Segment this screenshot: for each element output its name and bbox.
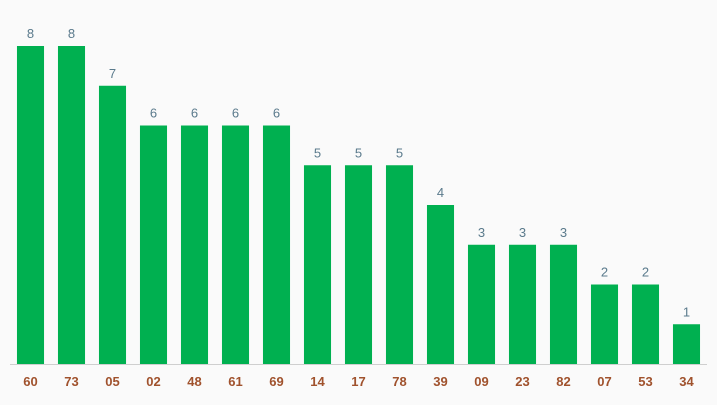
bar-82 bbox=[549, 244, 578, 364]
bar-53 bbox=[631, 284, 660, 364]
x-tick-label-07: 07 bbox=[597, 374, 611, 389]
bar-07 bbox=[590, 284, 619, 364]
x-tick-label-61: 61 bbox=[228, 374, 242, 389]
bar-02 bbox=[139, 125, 168, 364]
value-label-05: 7 bbox=[109, 66, 116, 81]
x-tick-label-53: 53 bbox=[638, 374, 652, 389]
x-tick-label-17: 17 bbox=[351, 374, 365, 389]
value-label-34: 1 bbox=[683, 304, 690, 319]
bar-78 bbox=[385, 165, 414, 364]
bar-09 bbox=[467, 244, 496, 364]
value-label-73: 8 bbox=[68, 26, 75, 41]
value-label-48: 6 bbox=[191, 106, 198, 121]
x-tick-label-14: 14 bbox=[310, 374, 325, 389]
bar-17 bbox=[344, 165, 373, 364]
x-tick-label-82: 82 bbox=[556, 374, 570, 389]
value-label-14: 5 bbox=[314, 145, 321, 160]
value-label-60: 8 bbox=[27, 26, 34, 41]
x-tick-label-48: 48 bbox=[187, 374, 201, 389]
bar-69 bbox=[262, 125, 291, 364]
x-tick-label-60: 60 bbox=[23, 374, 37, 389]
x-tick-label-78: 78 bbox=[392, 374, 406, 389]
x-tick-label-05: 05 bbox=[105, 374, 119, 389]
value-label-39: 4 bbox=[437, 185, 444, 200]
bar-34 bbox=[672, 324, 701, 364]
x-tick-label-34: 34 bbox=[679, 374, 694, 389]
value-label-82: 3 bbox=[560, 225, 567, 240]
value-label-69: 6 bbox=[273, 106, 280, 121]
bar-60 bbox=[16, 46, 45, 364]
value-label-78: 5 bbox=[396, 145, 403, 160]
value-label-53: 2 bbox=[642, 265, 649, 280]
x-tick-label-73: 73 bbox=[64, 374, 78, 389]
bars-group bbox=[16, 46, 701, 364]
value-label-09: 3 bbox=[478, 225, 485, 240]
value-label-17: 5 bbox=[355, 145, 362, 160]
value-label-07: 2 bbox=[601, 265, 608, 280]
bar-61 bbox=[221, 125, 250, 364]
bar-23 bbox=[508, 244, 537, 364]
x-tick-label-09: 09 bbox=[474, 374, 488, 389]
bar-14 bbox=[303, 165, 332, 364]
x-tick-label-23: 23 bbox=[515, 374, 529, 389]
x-tick-label-39: 39 bbox=[433, 374, 447, 389]
bar-05 bbox=[98, 85, 127, 364]
x-tick-label-02: 02 bbox=[146, 374, 160, 389]
bar-39 bbox=[426, 205, 455, 364]
value-label-02: 6 bbox=[150, 106, 157, 121]
value-label-61: 6 bbox=[232, 106, 239, 121]
bar-73 bbox=[57, 46, 86, 364]
x-tick-labels-group: 60 73 05 02 48 61 69 14 17 78 39 09 23 82 07 53 34 bbox=[23, 374, 694, 389]
x-tick-label-69: 69 bbox=[269, 374, 283, 389]
bar-48 bbox=[180, 125, 209, 364]
value-labels-group: 8 8 7 6 6 6 6 5 5 5 4 3 3 3 2 2 1 bbox=[27, 26, 690, 319]
value-label-23: 3 bbox=[519, 225, 526, 240]
